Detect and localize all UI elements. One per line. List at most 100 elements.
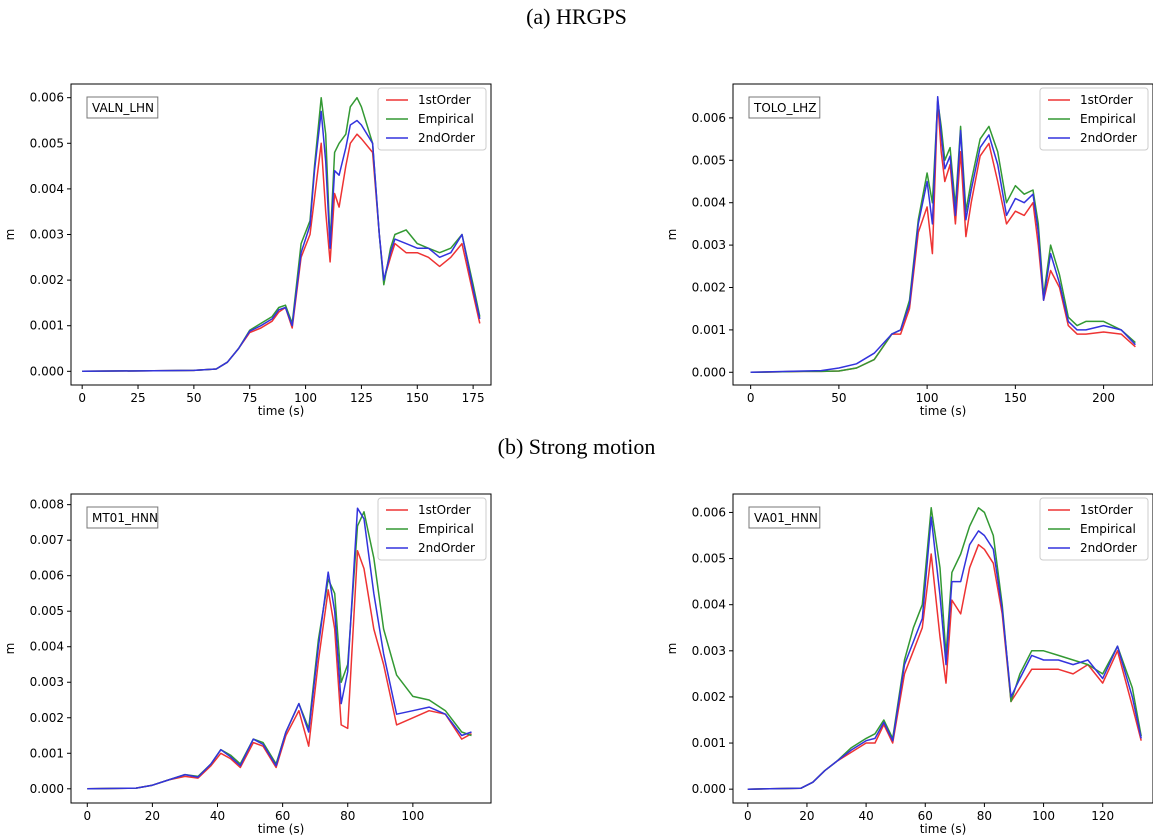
section-title-strong-motion: (b) Strong motion (497, 434, 656, 459)
y-tick-label: 0.003 (692, 238, 726, 252)
legend-label-2ndorder: 2ndOrder (418, 541, 475, 555)
chart-panel-tolo-lhz: 0 50 100 150 200 0.000 0.001 0.002 0.003 0.004 0.0… (665, 83, 1153, 418)
y-tick-label: 0.003 (30, 675, 64, 689)
series-line-2ndorder (750, 95, 1136, 374)
x-tick-label: 60 (918, 809, 933, 823)
series-line-empirical (747, 507, 1142, 790)
y-axis-label: m (665, 643, 679, 655)
legend-label-empirical: Empirical (1080, 522, 1136, 536)
x-tick-label: 80 (340, 809, 355, 823)
series-group (87, 507, 472, 790)
legend: 1stOrder Empirical 2ndOrder (1039, 497, 1149, 561)
y-tick-label: 0.008 (30, 498, 64, 512)
x-tick-label: 20 (145, 809, 160, 823)
x-tick-label: 200 (1092, 391, 1115, 405)
x-tick-label: 40 (858, 809, 873, 823)
x-tick-label: 75 (242, 391, 257, 405)
x-tick-label: 40 (210, 809, 225, 823)
y-tick-label: 0.004 (692, 598, 726, 612)
y-tick-label: 0.005 (30, 604, 64, 618)
y-tick-label: 0.002 (30, 711, 64, 725)
x-axis-label: time (s) (920, 404, 967, 418)
series-line-1storder (747, 543, 1142, 790)
x-tick-label: 0 (744, 809, 752, 823)
x-tick-label: 100 (1032, 809, 1055, 823)
y-tick-label: 0.006 (692, 111, 726, 125)
y-tick-label: 0.002 (30, 273, 64, 287)
series-group (750, 95, 1136, 374)
x-axis-label: time (s) (258, 822, 305, 836)
y-tick-label: 0.001 (692, 736, 726, 750)
y-tick-label: 0.002 (692, 690, 726, 704)
y-tick-label: 0.007 (30, 533, 64, 547)
y-tick-label: 0.005 (692, 153, 726, 167)
y-tick-label: 0.001 (30, 746, 64, 760)
series-line-1storder (82, 133, 481, 373)
y-tick-label: 0.006 (30, 569, 64, 583)
plot-frame (70, 493, 492, 804)
x-tick-label: 150 (1004, 391, 1027, 405)
legend-label-1storder: 1stOrder (418, 93, 471, 107)
legend-label-2ndorder: 2ndOrder (418, 131, 475, 145)
y-tick-label: 0.000 (30, 364, 64, 378)
chart-panel-va01-hnn: 0 20 40 60 80 100 120 0.000 0.001 0.002 0.003 0.004… (665, 493, 1153, 836)
y-axis-label: m (665, 229, 679, 241)
x-tick-label: 100 (401, 809, 424, 823)
series-line-1storder (87, 550, 472, 790)
legend-box (377, 87, 487, 151)
station-label-box (748, 96, 821, 119)
y-tick-label: 0.000 (692, 365, 726, 379)
y-tick-label: 0.002 (692, 280, 726, 294)
x-tick-label: 120 (1091, 809, 1114, 823)
y-tick-label: 0.005 (692, 552, 726, 566)
x-tick-label: 20 (799, 809, 814, 823)
legend-label-empirical: Empirical (418, 522, 474, 536)
station-label: MT01_HNN (92, 511, 158, 525)
x-tick-label: 0 (747, 391, 755, 405)
legend: 1stOrder Empirical 2ndOrder (377, 87, 487, 151)
y-axis-label: m (3, 643, 17, 655)
legend-label-1storder: 1stOrder (418, 503, 471, 517)
x-tick-label: 50 (831, 391, 846, 405)
legend-label-1storder: 1stOrder (1080, 503, 1133, 517)
x-tick-label: 0 (78, 391, 86, 405)
legend: 1stOrder Empirical 2ndOrder (1039, 87, 1149, 151)
x-tick-label: 100 (294, 391, 317, 405)
x-axis-label: time (s) (258, 404, 305, 418)
legend: 1stOrder Empirical 2ndOrder (377, 497, 487, 561)
x-tick-label: 175 (462, 391, 485, 405)
station-label-box (86, 506, 159, 529)
chart-panel-valn-lhn: 0 25 50 75 100 125 150 175 0.000 0.001 0.002 0.003 0… (3, 83, 492, 418)
legend-label-2ndorder: 2ndOrder (1080, 131, 1137, 145)
plot-frame (732, 493, 1153, 804)
x-tick-label: 0 (83, 809, 91, 823)
legend-label-empirical: Empirical (418, 112, 474, 126)
series-group (747, 507, 1142, 790)
series-line-2ndorder (747, 516, 1142, 790)
legend-label-empirical: Empirical (1080, 112, 1136, 126)
y-tick-label: 0.004 (30, 182, 64, 196)
y-tick-label: 0.005 (30, 136, 64, 150)
section-title-hrgps: (a) HRGPS (526, 4, 627, 29)
x-tick-label: 100 (916, 391, 939, 405)
x-tick-label: 80 (977, 809, 992, 823)
x-tick-label: 150 (406, 391, 429, 405)
series-line-2ndorder (87, 507, 472, 790)
y-tick-label: 0.000 (692, 782, 726, 796)
y-tick-label: 0.004 (30, 640, 64, 654)
station-label: VA01_HNN (754, 511, 818, 525)
y-tick-label: 0.001 (30, 319, 64, 333)
plot-frame (732, 83, 1153, 386)
y-tick-label: 0.003 (30, 228, 64, 242)
x-tick-label: 60 (275, 809, 290, 823)
y-axis-label: m (3, 229, 17, 241)
x-axis-label: time (s) (920, 822, 967, 836)
y-tick-label: 0.000 (30, 782, 64, 796)
station-label-box (748, 506, 821, 529)
station-label: VALN_LHN (92, 101, 154, 115)
legend-box (1039, 497, 1149, 561)
y-tick-label: 0.004 (692, 196, 726, 210)
series-line-empirical (82, 96, 481, 373)
legend-label-2ndorder: 2ndOrder (1080, 541, 1137, 555)
